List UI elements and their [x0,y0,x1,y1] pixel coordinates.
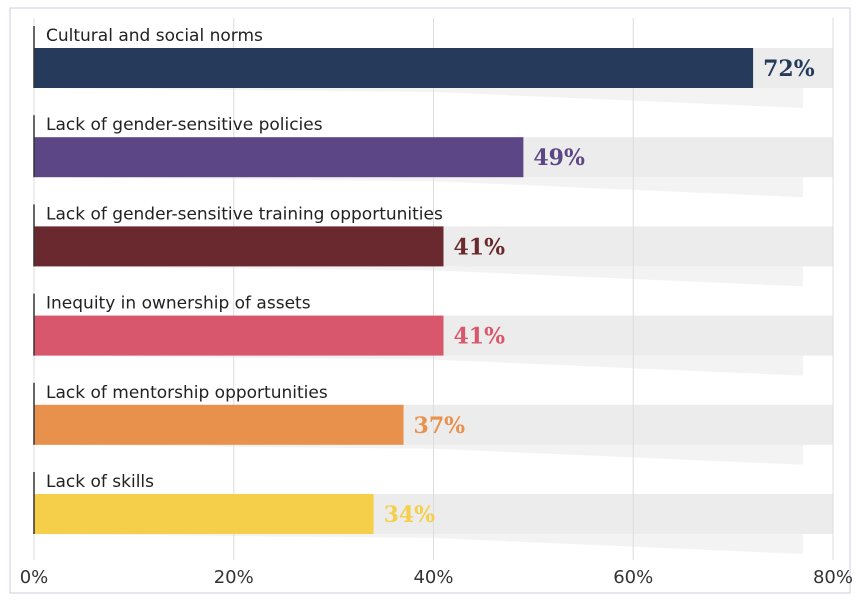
category-label: Lack of skills [46,472,154,492]
x-tick-label: 80% [813,567,853,588]
band-shadow [34,88,803,108]
x-tick-label: 0% [20,567,49,588]
band-shadow [34,444,803,465]
bar [34,137,524,178]
x-tick-label: 60% [613,567,653,588]
category-label: Inequity in ownership of assets [46,294,311,314]
value-label: 41% [453,234,505,260]
value-label: 37% [414,413,466,439]
category-label: Cultural and social norms [46,26,263,46]
category-label: Lack of mentorship opportunities [46,383,328,403]
x-tick-label: 40% [413,567,453,588]
category-label: Lack of gender-sensitive training opport… [46,204,443,224]
bar [34,404,404,445]
category-label: Lack of gender-sensitive policies [46,115,323,135]
value-label: 41% [453,324,505,350]
value-label: 49% [533,145,585,171]
value-label: 72% [763,56,815,82]
band-shadow [34,266,803,287]
band-shadow [34,534,803,554]
value-label: 34% [384,502,436,528]
band-shadow [34,177,803,198]
frame [9,7,851,594]
bar [34,226,444,267]
bar [34,48,754,88]
bar [34,494,374,534]
band-shadow [34,355,803,376]
x-tick-label: 20% [214,567,254,588]
bar [34,315,444,356]
